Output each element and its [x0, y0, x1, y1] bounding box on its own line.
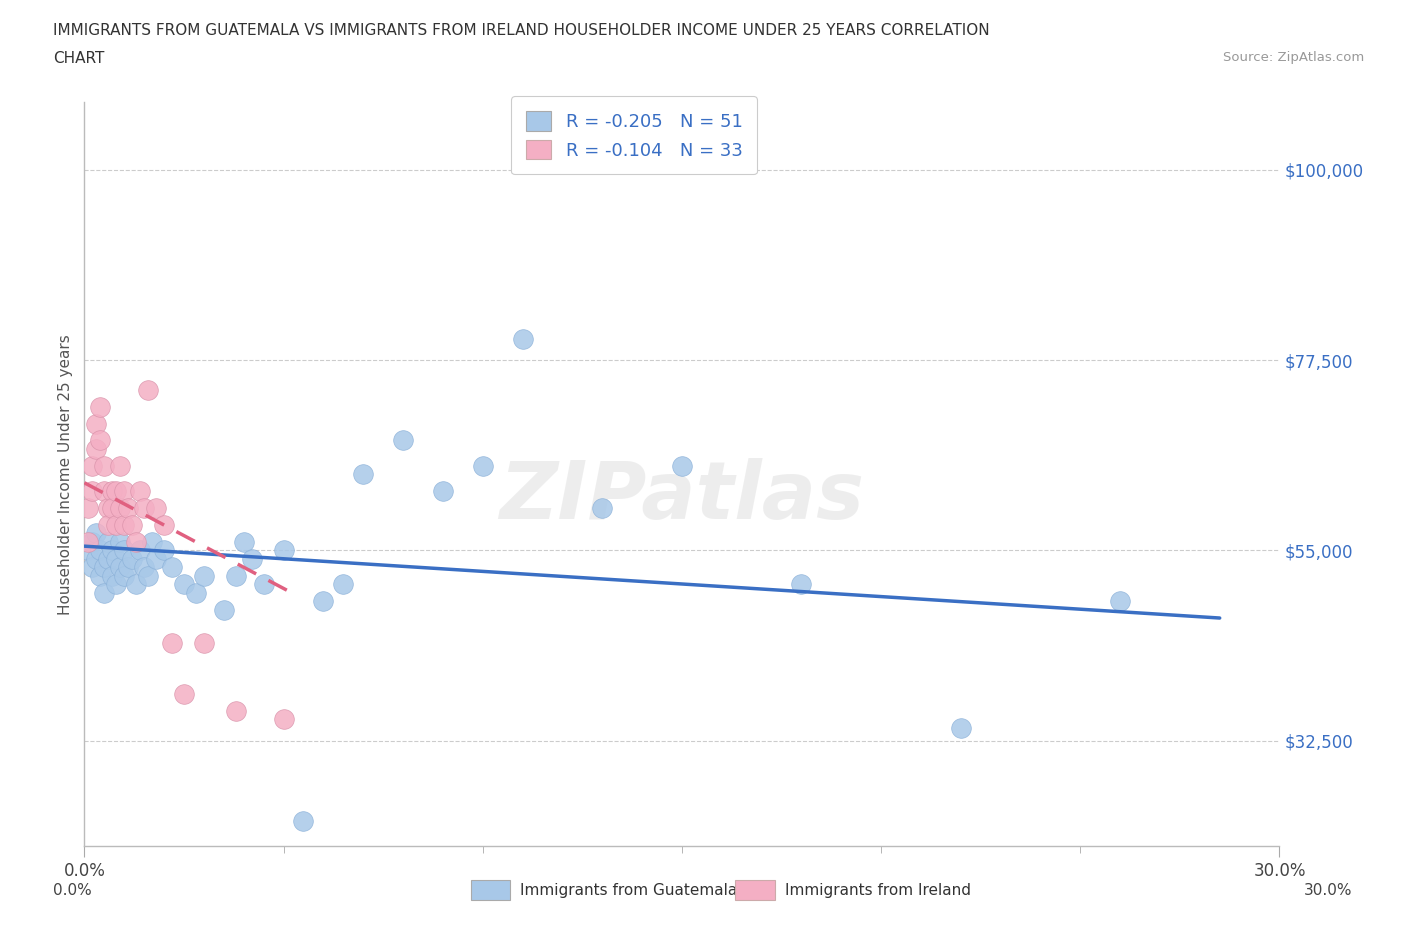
Point — [77, 535, 100, 550]
Text: IMMIGRANTS FROM GUATEMALA VS IMMIGRANTS FROM IRELAND HOUSEHOLDER INCOME UNDER 25: IMMIGRANTS FROM GUATEMALA VS IMMIGRANTS … — [53, 23, 990, 38]
Point — [240, 551, 263, 566]
Point — [184, 585, 207, 600]
Point — [93, 585, 115, 600]
Point — [86, 442, 108, 457]
Point — [93, 458, 115, 473]
Point — [273, 543, 295, 558]
Point — [112, 543, 135, 558]
Point — [121, 518, 143, 533]
Point — [101, 484, 124, 498]
Point — [125, 577, 148, 591]
Point — [125, 535, 148, 550]
Point — [82, 458, 104, 473]
Point — [89, 543, 111, 558]
Point — [110, 500, 132, 515]
Point — [790, 577, 813, 591]
Point — [352, 467, 374, 482]
Point — [160, 560, 183, 575]
Point — [153, 518, 176, 533]
Point — [432, 484, 454, 498]
Point — [112, 568, 135, 583]
Point — [591, 500, 613, 515]
Point — [292, 814, 315, 829]
Point — [110, 535, 132, 550]
Point — [132, 500, 156, 515]
Point — [225, 704, 247, 719]
Point — [512, 332, 534, 347]
Point — [105, 484, 128, 498]
Point — [160, 636, 183, 651]
Text: ZIPatlas: ZIPatlas — [499, 458, 865, 536]
Point — [86, 551, 108, 566]
Point — [949, 721, 972, 736]
Point — [145, 551, 167, 566]
Point — [93, 484, 115, 498]
Point — [312, 593, 335, 608]
Point — [101, 543, 124, 558]
Point — [110, 458, 132, 473]
Point — [392, 433, 415, 448]
Legend: R = -0.205   N = 51, R = -0.104   N = 33: R = -0.205 N = 51, R = -0.104 N = 33 — [512, 97, 756, 174]
Point — [89, 568, 111, 583]
Text: 30.0%: 30.0% — [1305, 883, 1353, 897]
Point — [105, 551, 128, 566]
Point — [97, 551, 120, 566]
Point — [471, 458, 494, 473]
Point — [225, 568, 247, 583]
Point — [105, 518, 128, 533]
Point — [93, 560, 115, 575]
Point — [132, 560, 156, 575]
Point — [173, 577, 195, 591]
Point — [97, 518, 120, 533]
Point — [89, 399, 111, 414]
Text: Immigrants from Ireland: Immigrants from Ireland — [785, 883, 970, 897]
Point — [112, 484, 135, 498]
Point — [273, 712, 295, 727]
Point — [136, 568, 159, 583]
Text: CHART: CHART — [53, 51, 105, 66]
Text: Source: ZipAtlas.com: Source: ZipAtlas.com — [1223, 51, 1364, 64]
Point — [86, 526, 108, 541]
Point — [97, 535, 120, 550]
Point — [145, 500, 167, 515]
Point — [110, 560, 132, 575]
Point — [101, 568, 124, 583]
Point — [129, 543, 152, 558]
Point — [173, 686, 195, 701]
Point — [136, 382, 159, 397]
Point — [77, 500, 100, 515]
Point — [97, 500, 120, 515]
Point — [77, 543, 100, 558]
Point — [105, 577, 128, 591]
Point — [332, 577, 354, 591]
Y-axis label: Householder Income Under 25 years: Householder Income Under 25 years — [58, 334, 73, 615]
Point — [141, 535, 163, 550]
Point — [121, 551, 143, 566]
Point — [112, 518, 135, 533]
Point — [82, 535, 104, 550]
Point — [232, 535, 254, 550]
Point — [193, 568, 215, 583]
Point — [153, 543, 176, 558]
Point — [89, 433, 111, 448]
Point — [117, 560, 139, 575]
Point — [212, 602, 235, 617]
Point — [117, 500, 139, 515]
Point — [82, 560, 104, 575]
Text: 0.0%: 0.0% — [53, 883, 93, 897]
Point — [129, 484, 152, 498]
Point — [86, 416, 108, 431]
Point — [253, 577, 276, 591]
Point — [82, 484, 104, 498]
Point — [1109, 593, 1132, 608]
Point — [671, 458, 693, 473]
Text: Immigrants from Guatemala: Immigrants from Guatemala — [520, 883, 738, 897]
Point — [101, 500, 124, 515]
Point — [193, 636, 215, 651]
